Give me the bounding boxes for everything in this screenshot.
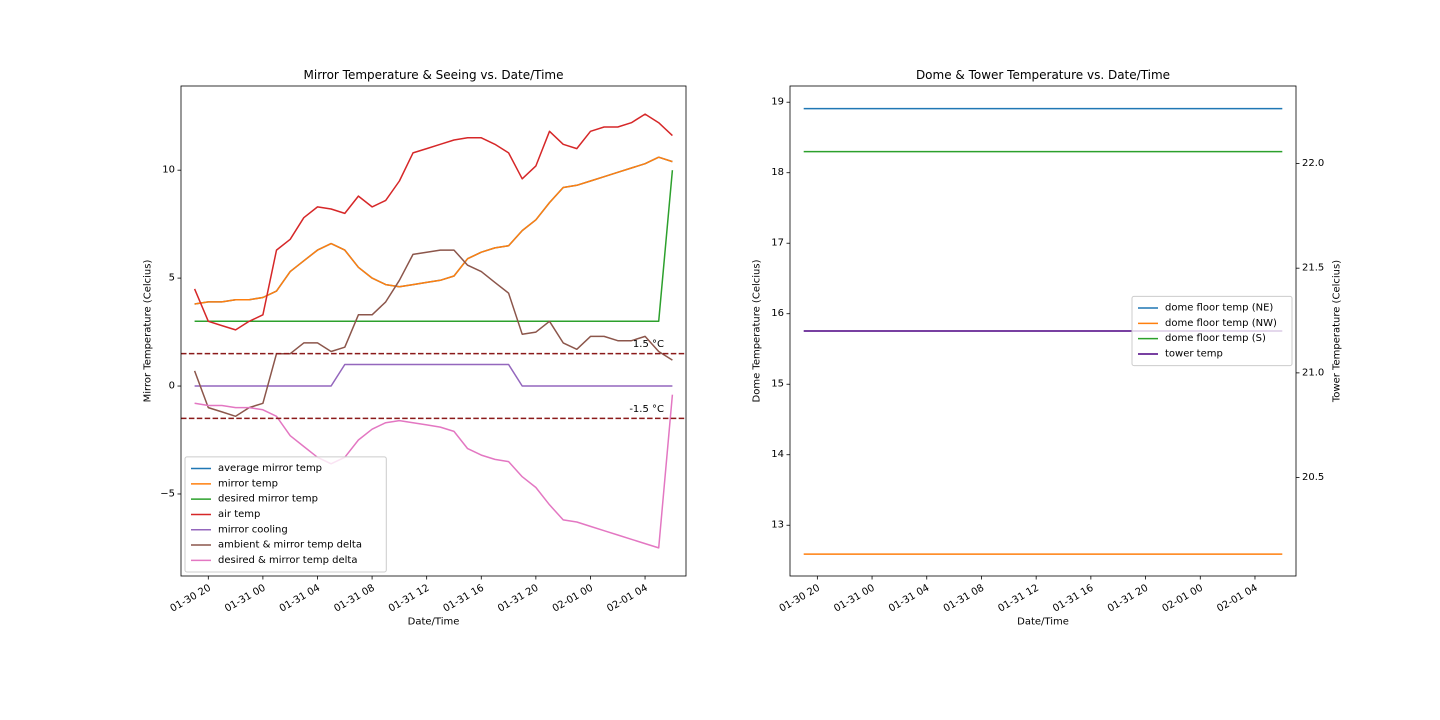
y2-tick-label: 21.0 [1302,367,1324,378]
series-line [194,363,673,387]
legend-box [1131,295,1293,367]
legend-label: mirror cooling [218,524,288,535]
y-tick-label: 14 [771,449,784,460]
legend: dome floor temp (NE) dome floor temp (NW)… [1131,295,1293,367]
series-line [194,170,674,323]
y-axis-label: Mirror Temperature (Celcius) [143,260,154,403]
chart-title: Mirror Temperature & Seeing vs. Date/Tim… [304,68,564,82]
legend-label: desired mirror temp [218,494,318,505]
y-tick-label: 16 [771,308,784,319]
y-tick-label: 15 [771,379,784,390]
legend-label: air temp [218,509,260,520]
y2-tick-label: 21.5 [1302,263,1324,274]
y2-tick-label: 20.5 [1302,472,1324,483]
chart-title: Dome & Tower Temperature vs. Date/Time [916,68,1170,82]
y-tick-label: 5 [169,273,175,284]
y-tick-label: −5 [160,488,175,499]
legend-label: tower temp [1165,348,1223,359]
y2-axis-label: Tower Temperature (Celcius) [1332,260,1343,403]
legend-label: dome floor temp (S) [1165,333,1266,344]
series-line [193,113,673,331]
y-tick-label: 18 [771,167,784,178]
legend-box [184,456,387,573]
legend: average mirror temp mirror temp desired mi… [184,456,387,573]
y-tick-label: 10 [162,165,175,176]
series-line [193,249,673,418]
threshold-label: -1.5 °C [629,404,664,415]
y-tick-label: 19 [771,97,784,108]
plot-frame [789,85,1297,577]
y-tick-label: 0 [169,381,175,392]
legend-label: dome floor temp (NW) [1165,318,1277,329]
series-line [194,394,674,549]
legend-label: average mirror temp [218,463,322,474]
legend-label: dome floor temp (NE) [1165,303,1273,314]
y-tick-label: 17 [771,238,784,249]
legend-label: desired & mirror temp delta [218,555,357,566]
legend-label: ambient & mirror temp delta [218,540,362,551]
threshold-label: 1.5 °C [633,339,664,350]
y-axis-label: Dome Temperature (Celcius) [752,259,763,402]
y2-tick-label: 22.0 [1302,158,1324,169]
series-line [194,156,673,305]
y-tick-label: 13 [771,520,784,531]
x-axis-label: Date/Time [1017,617,1069,628]
legend-label: mirror temp [218,478,278,489]
x-axis-label: Date/Time [408,617,460,628]
plot-frame [180,85,687,577]
